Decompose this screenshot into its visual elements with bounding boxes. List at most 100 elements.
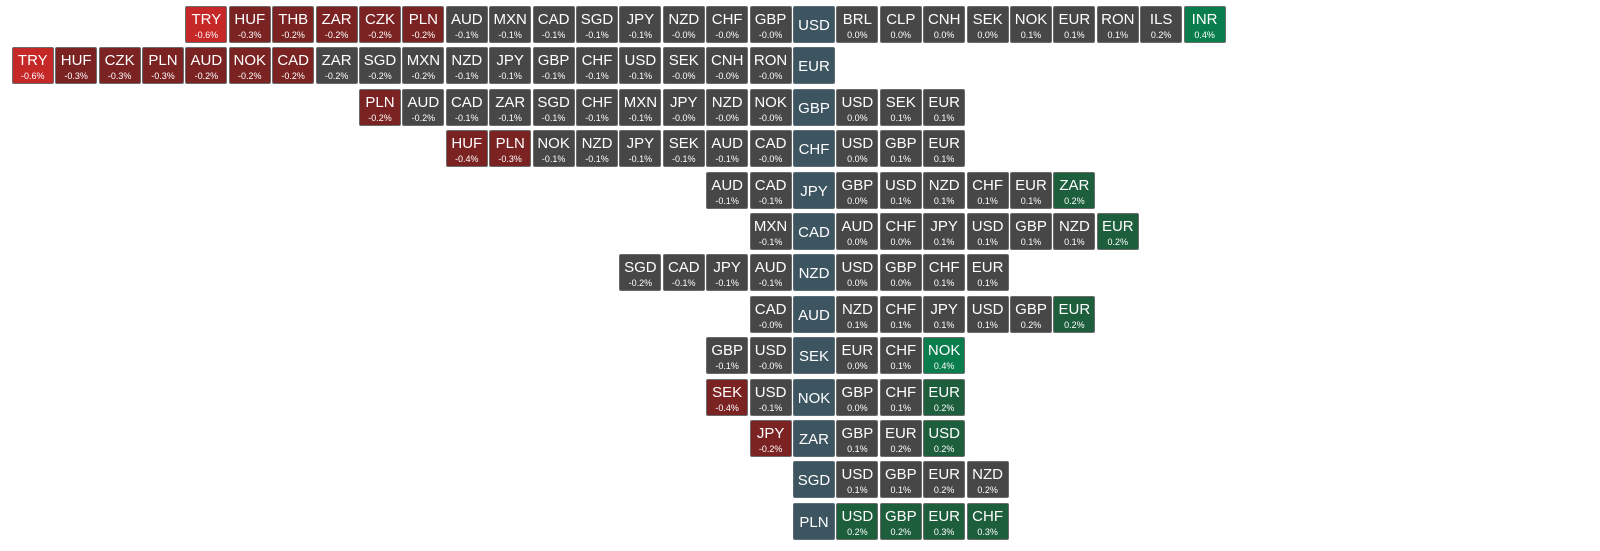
currency-cell[interactable]: USD 0.2% bbox=[923, 420, 966, 457]
currency-cell[interactable]: AUD -0.1% bbox=[706, 171, 749, 209]
base-currency[interactable]: SGD bbox=[793, 461, 835, 499]
currency-cell[interactable]: MXN -0.1% bbox=[489, 6, 532, 43]
currency-cell[interactable]: ZAR -0.1% bbox=[489, 88, 532, 126]
currency-cell[interactable]: CHF -0.0% bbox=[706, 6, 749, 43]
currency-cell[interactable]: JPY -0.1% bbox=[489, 47, 532, 85]
currency-cell[interactable]: CAD -0.1% bbox=[749, 171, 792, 209]
currency-cell[interactable]: SEK 0.0% bbox=[966, 6, 1009, 43]
base-currency[interactable]: PLN bbox=[793, 502, 835, 540]
currency-cell[interactable]: NZD -0.0% bbox=[706, 88, 749, 126]
currency-cell[interactable]: USD -0.0% bbox=[749, 337, 792, 375]
currency-cell[interactable]: PLN -0.3% bbox=[489, 130, 532, 168]
currency-cell[interactable]: CNH -0.0% bbox=[706, 47, 749, 85]
currency-cell[interactable]: CHF 0.1% bbox=[879, 295, 922, 333]
currency-cell[interactable]: SGD -0.1% bbox=[576, 6, 618, 43]
currency-cell[interactable]: EUR 0.1% bbox=[966, 254, 1009, 292]
currency-cell[interactable]: USD 0.0% bbox=[836, 130, 879, 168]
currency-cell[interactable]: USD -0.1% bbox=[619, 47, 662, 85]
currency-cell[interactable]: GBP 0.1% bbox=[879, 461, 922, 499]
currency-cell[interactable]: HUF -0.3% bbox=[228, 6, 271, 43]
currency-cell[interactable]: AUD 0.0% bbox=[836, 213, 879, 250]
currency-cell[interactable]: PLN -0.3% bbox=[142, 47, 184, 85]
currency-cell[interactable]: GBP 0.0% bbox=[836, 378, 879, 416]
currency-cell[interactable]: CAD -0.2% bbox=[272, 47, 315, 85]
currency-cell[interactable]: NOK -0.0% bbox=[749, 88, 792, 126]
currency-cell[interactable]: TRY -0.6% bbox=[185, 6, 228, 43]
base-currency[interactable]: NZD bbox=[793, 254, 835, 292]
currency-cell[interactable]: RON 0.1% bbox=[1096, 6, 1139, 43]
currency-cell[interactable]: NZD 0.1% bbox=[836, 295, 879, 333]
currency-cell[interactable]: AUD -0.1% bbox=[445, 6, 488, 43]
base-currency[interactable]: ZAR bbox=[793, 420, 835, 457]
currency-cell[interactable]: EUR 0.1% bbox=[1010, 171, 1052, 209]
currency-cell[interactable]: SEK -0.4% bbox=[706, 378, 749, 416]
currency-cell[interactable]: GBP 0.2% bbox=[1010, 295, 1052, 333]
currency-cell[interactable]: ZAR -0.2% bbox=[315, 47, 358, 85]
currency-cell[interactable]: USD 0.1% bbox=[966, 213, 1009, 250]
currency-cell[interactable]: MXN -0.2% bbox=[402, 47, 445, 85]
currency-cell[interactable]: USD 0.1% bbox=[836, 461, 879, 499]
base-currency[interactable]: AUD bbox=[793, 295, 835, 333]
currency-cell[interactable]: EUR 0.1% bbox=[923, 130, 966, 168]
currency-cell[interactable]: EUR 0.2% bbox=[1096, 213, 1139, 250]
base-currency[interactable]: EUR bbox=[793, 47, 835, 85]
currency-cell[interactable]: SEK -0.1% bbox=[662, 130, 705, 168]
currency-cell[interactable]: GBP 0.2% bbox=[879, 502, 922, 540]
currency-cell[interactable]: CHF 0.0% bbox=[879, 213, 922, 250]
currency-cell[interactable]: CZK -0.2% bbox=[359, 6, 401, 43]
currency-cell[interactable]: NZD 0.2% bbox=[966, 461, 1009, 499]
currency-cell[interactable]: MXN -0.1% bbox=[749, 213, 792, 250]
currency-cell[interactable]: NZD -0.1% bbox=[445, 47, 488, 85]
currency-cell[interactable]: USD 0.1% bbox=[879, 171, 922, 209]
currency-cell[interactable]: GBP -0.1% bbox=[532, 47, 575, 85]
currency-cell[interactable]: JPY -0.2% bbox=[749, 420, 792, 457]
currency-cell[interactable]: GBP 0.1% bbox=[879, 130, 922, 168]
currency-cell[interactable]: PLN -0.2% bbox=[359, 88, 401, 126]
base-currency[interactable]: CHF bbox=[793, 130, 835, 168]
currency-cell[interactable]: EUR 0.2% bbox=[1053, 295, 1096, 333]
currency-cell[interactable]: SGD -0.2% bbox=[619, 254, 662, 292]
currency-cell[interactable]: CHF 0.1% bbox=[966, 171, 1009, 209]
currency-cell[interactable]: ILS 0.2% bbox=[1140, 6, 1183, 43]
currency-cell[interactable]: CAD -0.1% bbox=[532, 6, 575, 43]
base-currency[interactable]: GBP bbox=[793, 88, 835, 126]
currency-cell[interactable]: JPY -0.1% bbox=[619, 130, 662, 168]
currency-cell[interactable]: NZD -0.0% bbox=[662, 6, 705, 43]
base-currency[interactable]: USD bbox=[793, 6, 835, 43]
currency-cell[interactable]: SEK -0.0% bbox=[662, 47, 705, 85]
currency-cell[interactable]: HUF -0.4% bbox=[445, 130, 488, 168]
base-currency[interactable]: JPY bbox=[793, 171, 835, 209]
currency-cell[interactable]: HUF -0.3% bbox=[55, 47, 98, 85]
currency-cell[interactable]: AUD -0.1% bbox=[749, 254, 792, 292]
currency-cell[interactable]: CHF 0.1% bbox=[923, 254, 966, 292]
currency-cell[interactable]: EUR 0.1% bbox=[923, 88, 966, 126]
currency-cell[interactable]: GBP 0.0% bbox=[879, 254, 922, 292]
currency-cell[interactable]: USD -0.1% bbox=[749, 378, 792, 416]
currency-cell[interactable]: JPY -0.0% bbox=[662, 88, 705, 126]
currency-cell[interactable]: GBP -0.1% bbox=[706, 337, 749, 375]
currency-cell[interactable]: USD 0.0% bbox=[836, 88, 879, 126]
currency-cell[interactable]: USD 0.0% bbox=[836, 254, 879, 292]
currency-cell[interactable]: SGD -0.1% bbox=[532, 88, 575, 126]
currency-cell[interactable]: CHF 0.3% bbox=[966, 502, 1009, 540]
base-currency[interactable]: NOK bbox=[793, 378, 835, 416]
currency-cell[interactable]: EUR 0.2% bbox=[879, 420, 922, 457]
currency-cell[interactable]: CNH 0.0% bbox=[923, 6, 966, 43]
currency-cell[interactable]: PLN -0.2% bbox=[402, 6, 445, 43]
currency-cell[interactable]: BRL 0.0% bbox=[836, 6, 879, 43]
currency-cell[interactable]: INR 0.4% bbox=[1183, 6, 1226, 43]
currency-cell[interactable]: AUD -0.1% bbox=[706, 130, 749, 168]
currency-cell[interactable]: CHF 0.1% bbox=[879, 378, 922, 416]
currency-cell[interactable]: AUD -0.2% bbox=[185, 47, 228, 85]
currency-cell[interactable]: CHF -0.1% bbox=[576, 88, 618, 126]
currency-cell[interactable]: JPY -0.1% bbox=[619, 6, 662, 43]
currency-cell[interactable]: AUD -0.2% bbox=[402, 88, 445, 126]
currency-cell[interactable]: THB -0.2% bbox=[272, 6, 315, 43]
currency-cell[interactable]: NOK -0.2% bbox=[228, 47, 271, 85]
currency-cell[interactable]: EUR 0.0% bbox=[836, 337, 879, 375]
currency-cell[interactable]: GBP -0.0% bbox=[749, 6, 792, 43]
currency-cell[interactable]: CLP 0.0% bbox=[879, 6, 922, 43]
currency-cell[interactable]: EUR 0.2% bbox=[923, 378, 966, 416]
currency-cell[interactable]: NZD 0.1% bbox=[1053, 213, 1096, 250]
currency-cell[interactable]: EUR 0.2% bbox=[923, 461, 966, 499]
